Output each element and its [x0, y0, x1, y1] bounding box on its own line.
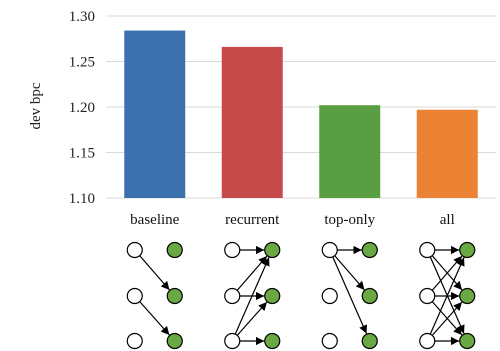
input-node: [224, 287, 241, 305]
connection-arrow: [431, 301, 463, 336]
bar: [124, 30, 186, 199]
connection-diagram: [321, 241, 378, 350]
output-node: [459, 287, 476, 305]
category-label: recurrent: [225, 212, 280, 228]
connection-arrow: [234, 257, 270, 335]
output-node: [166, 287, 183, 305]
bar: [319, 105, 381, 198]
connection-arrow: [236, 301, 268, 336]
input-node: [419, 332, 436, 350]
input-node: [126, 287, 143, 305]
input-node: [321, 241, 338, 259]
y-tick-label: 1.20: [69, 100, 95, 116]
output-node: [166, 332, 183, 350]
bar: [416, 109, 478, 198]
input-node: [419, 241, 436, 259]
output-node: [166, 241, 183, 259]
x-axis-categories: baseline recurrent top-only all: [130, 212, 455, 228]
bar: [221, 46, 283, 198]
y-axis-ticks: 1.10 1.15 1.20 1.25 1.30: [69, 9, 95, 207]
category-label: all: [440, 212, 455, 228]
y-axis-title: dev bpc: [28, 82, 44, 129]
connection-arrow: [334, 255, 365, 291]
input-node: [126, 241, 143, 259]
output-node: [264, 241, 281, 259]
input-node: [419, 287, 436, 305]
output-node: [361, 241, 378, 259]
connection-arrow: [429, 257, 465, 335]
connection-diagram: [419, 241, 476, 350]
connection-arrow: [139, 301, 170, 336]
output-node: [361, 332, 378, 350]
y-tick-label: 1.15: [69, 146, 95, 162]
input-node: [321, 332, 338, 350]
output-node: [264, 287, 281, 305]
connection-diagram: [224, 241, 281, 350]
connection-arrow: [139, 255, 170, 291]
input-node: [126, 332, 143, 350]
category-label: top-only: [324, 212, 375, 228]
output-node: [459, 332, 476, 350]
connection-diagrams: [126, 241, 476, 350]
y-tick-label: 1.10: [69, 191, 95, 207]
connection-arrow: [332, 256, 368, 334]
output-node: [264, 332, 281, 350]
input-node: [321, 287, 338, 305]
bars: [124, 30, 478, 199]
category-label: baseline: [130, 212, 179, 228]
input-node: [224, 241, 241, 259]
output-node: [459, 241, 476, 259]
y-tick-label: 1.30: [69, 9, 95, 25]
input-node: [224, 332, 241, 350]
connection-diagram: [126, 241, 183, 350]
output-node: [361, 287, 378, 305]
y-tick-label: 1.25: [69, 55, 95, 71]
